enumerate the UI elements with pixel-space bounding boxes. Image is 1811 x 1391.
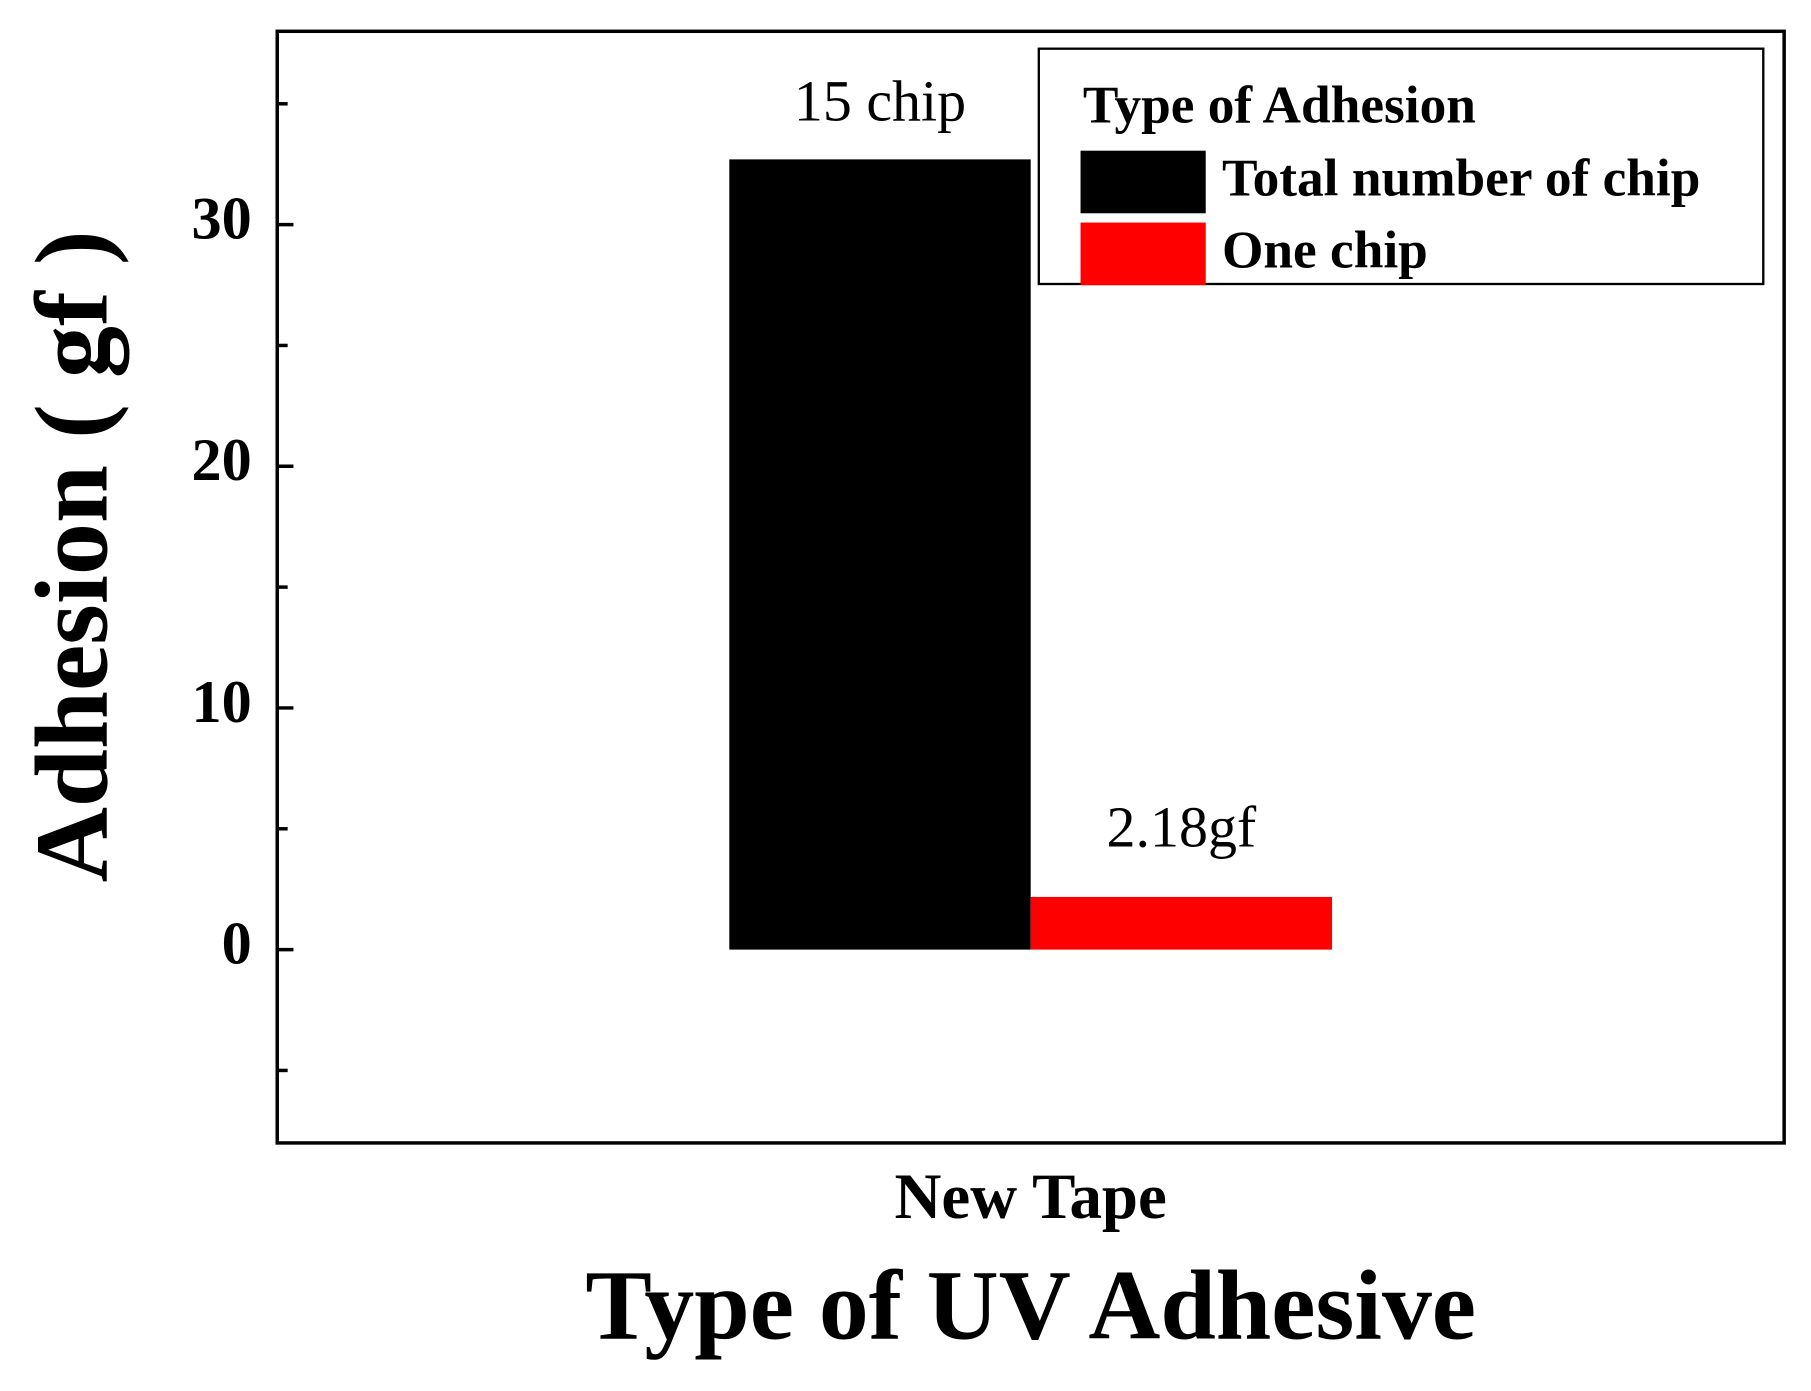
annotation: 15 chip xyxy=(794,69,966,134)
legend-title: Type of Adhesion xyxy=(1083,74,1476,134)
x-axis-title: Type of UV Adhesive xyxy=(585,1250,1476,1361)
y-tick-label: 0 xyxy=(222,910,252,977)
y-tick-label: 10 xyxy=(191,669,251,736)
value-label: 2.18gf xyxy=(1107,794,1257,859)
legend-swatch xyxy=(1080,150,1206,214)
y-tick-label: 30 xyxy=(191,185,251,252)
y-tick-label: 20 xyxy=(191,427,251,494)
legend-label: Total number of chip xyxy=(1222,147,1700,207)
bar xyxy=(1030,896,1333,950)
legend-swatch xyxy=(1080,222,1206,286)
bar xyxy=(729,159,1031,950)
legend-label: One chip xyxy=(1222,219,1428,279)
y-axis-title: Adhesion ( gf ) xyxy=(13,230,129,882)
x-tick-label: New Tape xyxy=(895,1161,1167,1233)
